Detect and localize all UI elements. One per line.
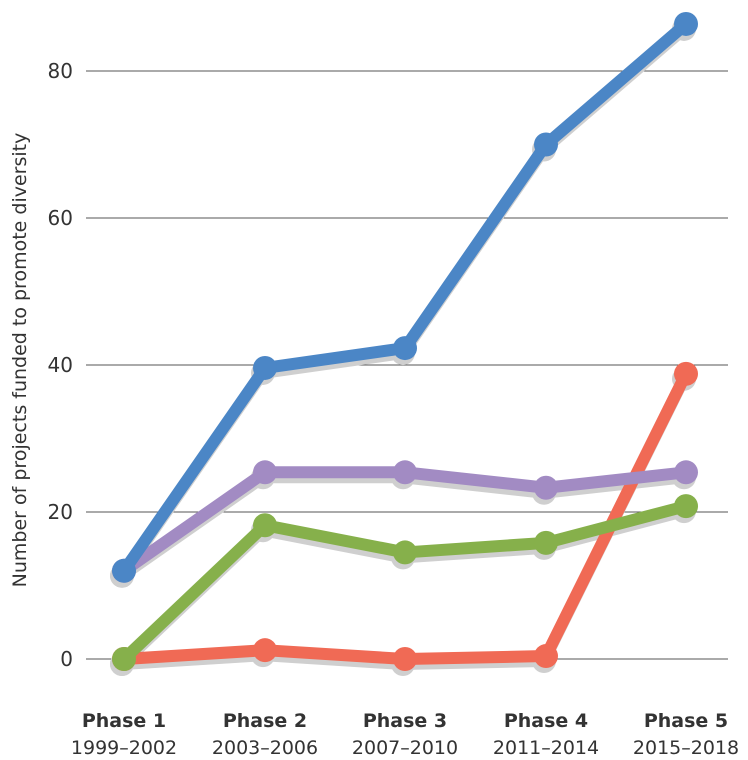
- x-category-years: 1999–2002: [71, 737, 177, 759]
- series-lines: [112, 11, 698, 671]
- series-1-point-2: [393, 540, 417, 565]
- series-1-point-0: [112, 647, 136, 671]
- series-0-point-4: [674, 361, 698, 386]
- series-1-point-4: [674, 494, 698, 519]
- series-2-point-3: [534, 475, 558, 500]
- x-category-name: Phase 3: [363, 710, 447, 732]
- gridlines: [86, 70, 728, 660]
- y-tick-label: 60: [48, 206, 73, 230]
- series-3-shadow: [116, 22, 690, 582]
- y-tick-label: 40: [48, 353, 73, 377]
- x-category-name: Phase 4: [504, 710, 588, 732]
- x-category-years: 2015–2018: [633, 737, 739, 759]
- x-category-name: Phase 2: [223, 710, 307, 732]
- series-2-point-4: [674, 460, 698, 485]
- x-category-labels: Phase 1 1999–2002 Phase 2 2003–2006 Phase 3 2…: [71, 710, 739, 759]
- series-3-point-2: [393, 336, 417, 361]
- series-3-point-4: [674, 11, 698, 36]
- series-3-point-0: [112, 558, 136, 583]
- y-tick-label: 20: [48, 500, 73, 524]
- series-2-point-1: [253, 460, 277, 485]
- series-0-point-2: [393, 647, 417, 671]
- y-tick-label: 80: [48, 59, 73, 83]
- series-3-point-3: [534, 132, 558, 157]
- series-1-point-1: [253, 513, 277, 538]
- x-category-years: 2003–2006: [212, 737, 318, 759]
- y-axis-title: Number of projects funded to promote div…: [9, 133, 31, 588]
- series-2-point-2: [393, 460, 417, 485]
- x-category-name: Phase 5: [644, 710, 728, 732]
- series-1-line: [118, 500, 692, 665]
- y-tick-labels: 0 20 40 60 80: [48, 59, 73, 671]
- x-category-years: 2011–2014: [493, 737, 599, 759]
- series-1-point-3: [534, 530, 558, 555]
- series-3-point-1: [253, 355, 277, 380]
- series-0-point-3: [534, 644, 558, 669]
- x-category-name: Phase 1: [82, 710, 166, 732]
- x-category-years: 2007–2010: [352, 737, 458, 759]
- series-0-point-1: [253, 638, 277, 663]
- y-tick-label: 0: [60, 647, 73, 671]
